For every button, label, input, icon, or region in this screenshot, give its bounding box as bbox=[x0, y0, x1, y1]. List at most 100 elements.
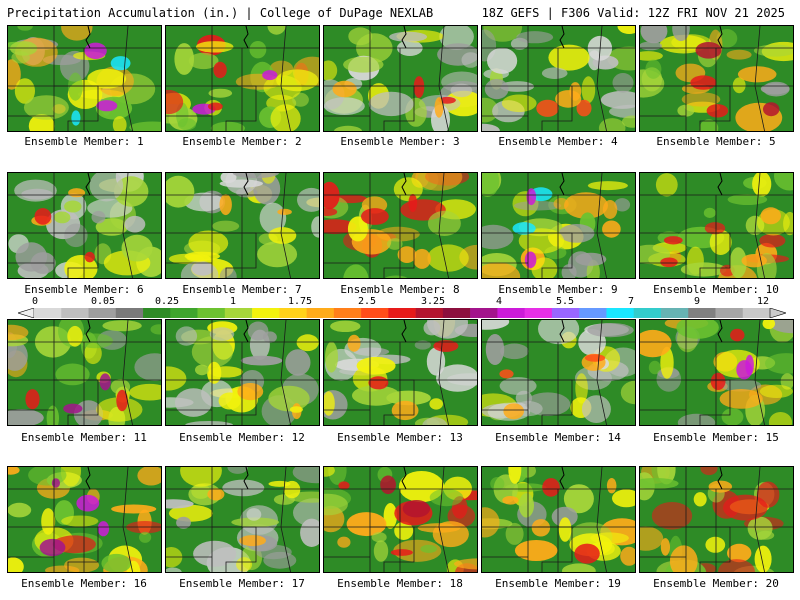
precip-blob bbox=[174, 43, 194, 75]
legend-tick-label: 12 bbox=[756, 296, 770, 307]
precip-field bbox=[640, 26, 793, 131]
precip-blob bbox=[660, 346, 674, 379]
precip-blob bbox=[176, 516, 191, 529]
precip-maximum bbox=[25, 389, 40, 410]
lake-outline bbox=[401, 173, 407, 196]
precip-maximum bbox=[413, 76, 425, 98]
state-border bbox=[438, 173, 449, 278]
legend-tick-label: 0.25 bbox=[154, 296, 180, 307]
precip-maximum bbox=[338, 481, 350, 490]
legend-tick-label: 2.5 bbox=[357, 296, 377, 307]
precip-maximum bbox=[390, 549, 413, 556]
legend-color-swatch bbox=[633, 308, 662, 318]
precip-field bbox=[166, 173, 319, 278]
precip-blob bbox=[23, 95, 69, 120]
legend-tick-label: 9 bbox=[693, 296, 701, 307]
ensemble-member-label: Ensemble Member: 9 bbox=[498, 283, 618, 296]
precip-blob bbox=[262, 331, 277, 343]
legend-color-swatch bbox=[115, 308, 144, 318]
precip-blob bbox=[680, 262, 727, 277]
legend-color-swatch bbox=[170, 308, 198, 318]
state-border bbox=[370, 379, 415, 425]
precip-blob bbox=[727, 194, 768, 205]
legend-tick-label: 0 bbox=[31, 296, 39, 307]
state-border bbox=[54, 526, 99, 572]
precip-blob bbox=[166, 567, 182, 572]
precip-field bbox=[166, 320, 319, 425]
legend-color-swatch bbox=[279, 308, 307, 318]
precip-blob bbox=[752, 173, 772, 197]
lake-outline bbox=[401, 26, 407, 49]
legend-tick-label: 1.75 bbox=[287, 296, 313, 307]
state-border bbox=[596, 467, 607, 572]
precip-maximum bbox=[289, 406, 303, 413]
precip-blob bbox=[482, 507, 500, 538]
precip-blob bbox=[208, 366, 244, 378]
precip-field bbox=[8, 26, 161, 131]
precip-maximum bbox=[51, 478, 61, 488]
precip-blob bbox=[575, 252, 607, 266]
state-border bbox=[280, 173, 291, 278]
ensemble-member-map bbox=[639, 466, 794, 573]
precip-maximum bbox=[76, 494, 100, 512]
precip-blob bbox=[232, 173, 279, 179]
precip-blob bbox=[769, 320, 793, 334]
precip-blob bbox=[292, 467, 319, 484]
ensemble-member-map bbox=[323, 466, 478, 573]
precip-blob bbox=[195, 364, 209, 376]
state-border bbox=[686, 85, 731, 131]
precip-field bbox=[640, 467, 793, 572]
precip-maximum bbox=[695, 42, 722, 59]
state-border bbox=[438, 467, 449, 572]
precip-blob bbox=[427, 210, 461, 236]
legend-tick-label: 5.5 bbox=[555, 296, 575, 307]
ensemble-member-map bbox=[481, 466, 636, 573]
precip-field bbox=[482, 320, 635, 425]
precip-field bbox=[640, 173, 793, 278]
legend-min-arrow bbox=[18, 308, 35, 318]
precip-blob bbox=[640, 41, 663, 51]
precip-maximum bbox=[710, 372, 726, 390]
precip-maximum bbox=[402, 500, 431, 518]
precip-maximum bbox=[218, 392, 241, 410]
precip-blob bbox=[330, 320, 361, 332]
precip-blob bbox=[10, 41, 38, 56]
precip-maximum bbox=[368, 376, 389, 390]
precip-blob bbox=[754, 545, 772, 572]
legend-color-swatch bbox=[715, 308, 744, 318]
precip-blob bbox=[121, 234, 153, 262]
precip-blob bbox=[325, 341, 338, 373]
precip-blob bbox=[220, 173, 237, 184]
precip-blob bbox=[393, 177, 423, 202]
precip-blob bbox=[760, 83, 790, 95]
legend-color-swatch bbox=[470, 308, 498, 318]
precip-blob bbox=[768, 412, 793, 425]
state-border bbox=[528, 526, 573, 572]
precip-blob bbox=[87, 68, 127, 89]
ensemble-member-label: Ensemble Member: 1 bbox=[24, 135, 144, 148]
precip-maximum bbox=[68, 188, 86, 198]
state-border bbox=[122, 467, 133, 572]
precip-blob bbox=[137, 467, 161, 486]
precip-blob bbox=[348, 27, 373, 46]
precip-blob bbox=[672, 26, 690, 42]
precip-blob bbox=[101, 553, 132, 572]
precip-blob bbox=[482, 173, 500, 197]
map-title: Precipitation Accumulation (in.) | Colle… bbox=[7, 6, 434, 20]
precip-maximum bbox=[408, 194, 418, 212]
legend-color-swatch bbox=[497, 308, 525, 318]
precip-blob bbox=[703, 207, 716, 218]
precip-blob bbox=[311, 216, 319, 238]
state-border bbox=[528, 379, 573, 425]
precip-blob bbox=[373, 540, 389, 562]
ensemble-member-map bbox=[481, 172, 636, 279]
precip-blob bbox=[436, 364, 477, 392]
legend-color-swatch bbox=[197, 308, 226, 318]
precip-field bbox=[166, 26, 319, 131]
precip-blob bbox=[640, 51, 663, 61]
precip-blob bbox=[490, 477, 505, 491]
lake-outline bbox=[85, 26, 91, 49]
precip-field bbox=[324, 173, 477, 278]
state-border bbox=[280, 320, 291, 425]
precip-field bbox=[324, 320, 477, 425]
